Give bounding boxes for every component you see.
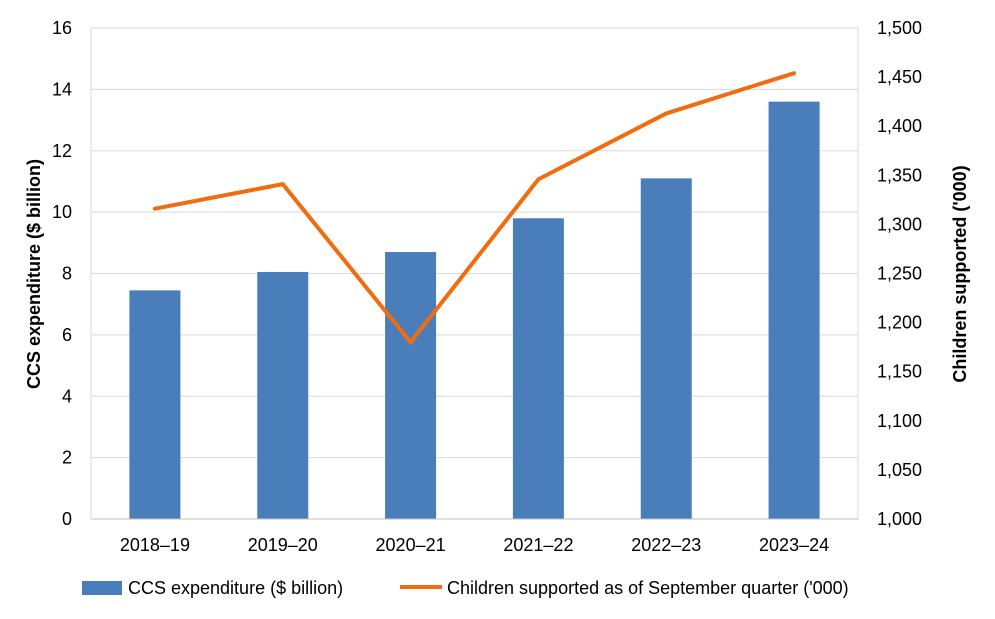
y-tick-label: 0 <box>62 509 72 529</box>
y-tick-label: 14 <box>52 79 72 99</box>
bar <box>385 252 437 520</box>
bar <box>640 178 692 519</box>
x-tick-label: 2020–21 <box>376 535 446 555</box>
y2-tick-label: 1,400 <box>877 116 922 136</box>
y-tick-label: 12 <box>52 141 72 161</box>
legend-label-line: Children supported as of September quart… <box>447 578 849 598</box>
bar <box>257 271 309 519</box>
y2-tick-label: 1,150 <box>877 362 922 382</box>
axes <box>90 27 859 520</box>
y-tick-label: 8 <box>62 264 72 284</box>
y2-tick-label: 1,450 <box>877 67 922 87</box>
legend-label-bar: CCS expenditure ($ billion) <box>128 578 343 598</box>
left-axis-title: CCS expenditure ($ billion) <box>24 159 44 389</box>
y2-tick-label: 1,050 <box>877 460 922 480</box>
left-axis-ticks: 0 2 4 6 8 10 12 14 16 <box>52 18 72 529</box>
y2-tick-label: 1,100 <box>877 411 922 431</box>
x-tick-label: 2021–22 <box>503 535 573 555</box>
bar <box>129 290 181 519</box>
bar <box>512 218 564 519</box>
y2-tick-label: 1,000 <box>877 509 922 529</box>
y2-tick-label: 1,300 <box>877 214 922 234</box>
y2-tick-label: 1,200 <box>877 313 922 333</box>
legend-swatch-bar <box>82 581 122 595</box>
series-line <box>152 71 797 345</box>
y-tick-label: 4 <box>62 386 72 406</box>
x-tick-label: 2022–23 <box>631 535 701 555</box>
y-tick-label: 2 <box>62 448 72 468</box>
x-tick-label: 2018–19 <box>120 535 190 555</box>
right-axis-ticks: 1,000 1,050 1,100 1,150 1,200 1,250 1,300 1,350… <box>877 18 922 529</box>
x-axis-ticks: 2018–19 2019–20 2020–21 2021–22 2022–23 2023–… <box>120 535 829 555</box>
x-tick-label: 2023–24 <box>759 535 829 555</box>
bar-series <box>129 101 820 520</box>
y-tick-label: 16 <box>52 18 72 38</box>
y2-tick-label: 1,500 <box>877 18 922 38</box>
y2-tick-label: 1,350 <box>877 165 922 185</box>
x-tick-label: 2019–20 <box>248 535 318 555</box>
right-axis-title: Children supported ('000) <box>950 165 970 382</box>
y2-tick-label: 1,250 <box>877 264 922 284</box>
y-tick-label: 6 <box>62 325 72 345</box>
bar <box>768 101 820 520</box>
y-tick-label: 10 <box>52 202 72 222</box>
line-series <box>152 71 797 345</box>
gridlines <box>91 27 858 459</box>
legend: CCS expenditure ($ billion) Children sup… <box>82 578 849 598</box>
